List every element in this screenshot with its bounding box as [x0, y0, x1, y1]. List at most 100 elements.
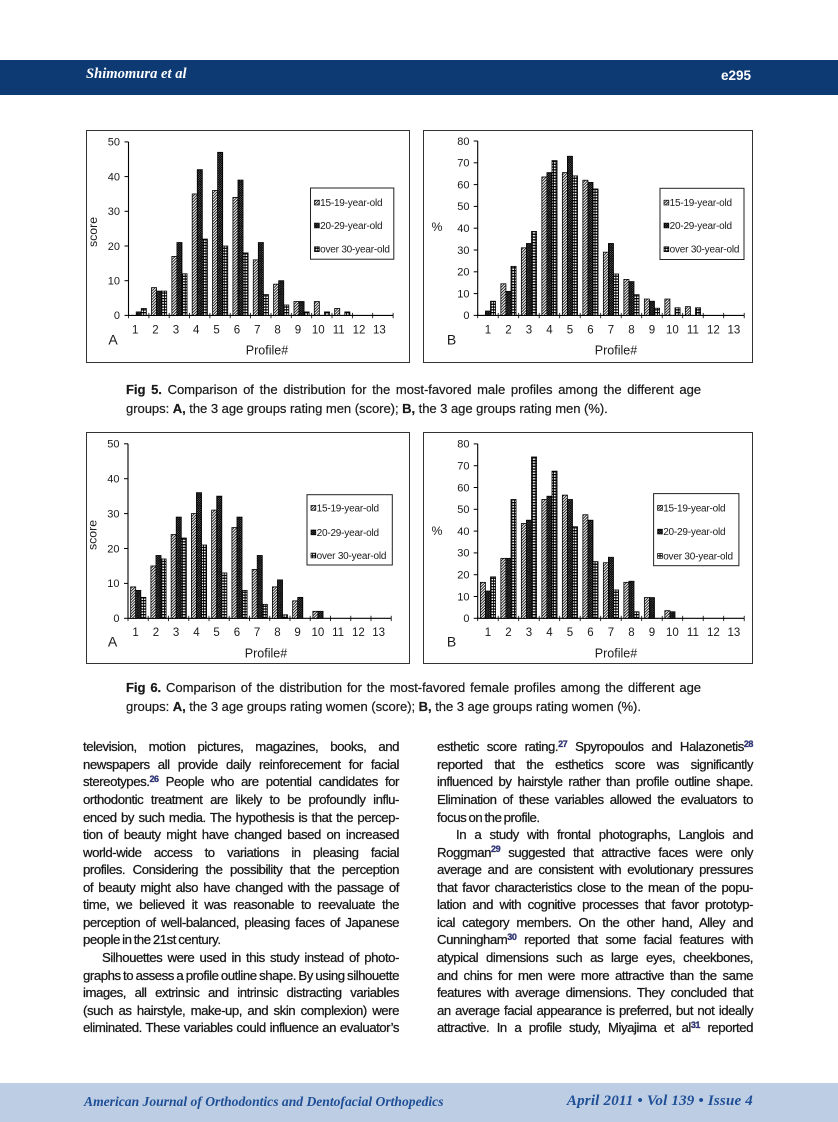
svg-text:7: 7: [608, 627, 614, 639]
svg-text:12: 12: [353, 325, 366, 337]
svg-text:13: 13: [372, 627, 385, 639]
svg-text:7: 7: [254, 325, 260, 337]
svg-text:40: 40: [457, 526, 469, 538]
svg-text:Profile#: Profile#: [246, 344, 288, 358]
svg-text:50: 50: [107, 439, 119, 451]
svg-text:40: 40: [457, 223, 469, 235]
svg-text:40: 40: [108, 171, 120, 183]
svg-text:over 30-year-old: over 30-year-old: [670, 245, 740, 256]
svg-text:%: %: [432, 220, 443, 234]
svg-text:10: 10: [312, 325, 325, 337]
svg-text:B: B: [447, 634, 456, 650]
svg-text:0: 0: [114, 310, 120, 322]
svg-text:9: 9: [294, 627, 300, 639]
svg-text:20: 20: [108, 241, 120, 253]
svg-text:9: 9: [295, 325, 301, 337]
svg-text:40: 40: [107, 474, 119, 486]
svg-text:12: 12: [352, 627, 365, 639]
svg-text:over 30-year-old: over 30-year-old: [317, 551, 387, 562]
svg-text:13: 13: [728, 325, 741, 337]
svg-text:6: 6: [587, 325, 593, 337]
svg-text:9: 9: [649, 325, 655, 337]
svg-text:13: 13: [373, 325, 386, 337]
svg-text:11: 11: [333, 325, 345, 337]
svg-text:30: 30: [108, 206, 120, 218]
svg-text:11: 11: [687, 325, 699, 337]
svg-text:10: 10: [457, 288, 469, 300]
svg-text:5: 5: [567, 325, 573, 337]
svg-text:20-29-year-old: 20-29-year-old: [670, 221, 732, 232]
svg-text:80: 80: [457, 439, 469, 451]
svg-text:60: 60: [457, 482, 469, 494]
svg-text:6: 6: [234, 325, 240, 337]
svg-text:Profile#: Profile#: [245, 647, 287, 661]
svg-text:8: 8: [628, 325, 634, 337]
svg-text:12: 12: [707, 627, 720, 639]
svg-text:70: 70: [457, 461, 469, 473]
svg-text:3: 3: [173, 627, 179, 639]
svg-text:3: 3: [526, 627, 532, 639]
svg-text:9: 9: [649, 627, 655, 639]
svg-text:10: 10: [107, 578, 119, 590]
svg-text:20-29-year-old: 20-29-year-old: [663, 527, 725, 538]
svg-text:3: 3: [526, 325, 532, 337]
svg-text:60: 60: [457, 179, 469, 191]
svg-text:%: %: [432, 524, 443, 538]
svg-text:10: 10: [666, 627, 679, 639]
svg-text:Profile#: Profile#: [595, 344, 637, 358]
svg-text:over 30-year-old: over 30-year-old: [320, 245, 390, 256]
svg-text:2: 2: [153, 627, 159, 639]
svg-text:B: B: [447, 332, 456, 348]
svg-text:20: 20: [457, 267, 469, 279]
svg-text:2: 2: [505, 325, 511, 337]
svg-text:6: 6: [234, 627, 240, 639]
svg-text:20-29-year-old: 20-29-year-old: [320, 221, 382, 232]
svg-text:30: 30: [457, 548, 469, 560]
svg-text:8: 8: [628, 627, 634, 639]
svg-text:11: 11: [332, 627, 344, 639]
svg-text:2: 2: [505, 627, 511, 639]
svg-text:8: 8: [274, 325, 280, 337]
svg-text:score: score: [86, 520, 100, 550]
svg-text:3: 3: [173, 325, 179, 337]
svg-text:11: 11: [687, 627, 699, 639]
svg-text:5: 5: [213, 325, 219, 337]
svg-text:7: 7: [608, 325, 614, 337]
svg-text:20: 20: [457, 570, 469, 582]
svg-text:10: 10: [312, 627, 325, 639]
svg-text:12: 12: [707, 325, 720, 337]
svg-text:Profile#: Profile#: [595, 647, 637, 661]
svg-text:80: 80: [457, 136, 469, 148]
svg-text:50: 50: [457, 504, 469, 516]
svg-text:70: 70: [457, 158, 469, 170]
svg-text:score: score: [86, 217, 100, 247]
svg-text:10: 10: [108, 276, 120, 288]
svg-text:0: 0: [113, 613, 119, 625]
svg-text:0: 0: [463, 310, 469, 322]
svg-text:A: A: [108, 634, 118, 650]
svg-text:50: 50: [108, 137, 120, 149]
svg-text:15-19-year-old: 15-19-year-old: [670, 198, 732, 209]
svg-text:4: 4: [193, 325, 200, 337]
svg-text:1: 1: [485, 325, 491, 337]
svg-text:0: 0: [463, 613, 469, 625]
svg-text:6: 6: [587, 627, 593, 639]
svg-text:15-19-year-old: 15-19-year-old: [317, 503, 379, 514]
svg-text:30: 30: [457, 245, 469, 257]
svg-text:1: 1: [132, 627, 138, 639]
svg-text:1: 1: [132, 325, 138, 337]
svg-text:30: 30: [107, 508, 119, 520]
svg-text:5: 5: [213, 627, 219, 639]
svg-text:4: 4: [546, 627, 553, 639]
svg-text:8: 8: [274, 627, 280, 639]
svg-text:10: 10: [457, 591, 469, 603]
svg-text:over 30-year-old: over 30-year-old: [663, 551, 733, 562]
svg-text:10: 10: [666, 325, 679, 337]
svg-text:13: 13: [728, 627, 741, 639]
svg-text:4: 4: [193, 627, 200, 639]
svg-text:50: 50: [457, 201, 469, 213]
svg-text:A: A: [108, 332, 118, 348]
svg-text:15-19-year-old: 15-19-year-old: [663, 503, 725, 514]
svg-text:2: 2: [152, 325, 158, 337]
svg-text:5: 5: [567, 627, 573, 639]
